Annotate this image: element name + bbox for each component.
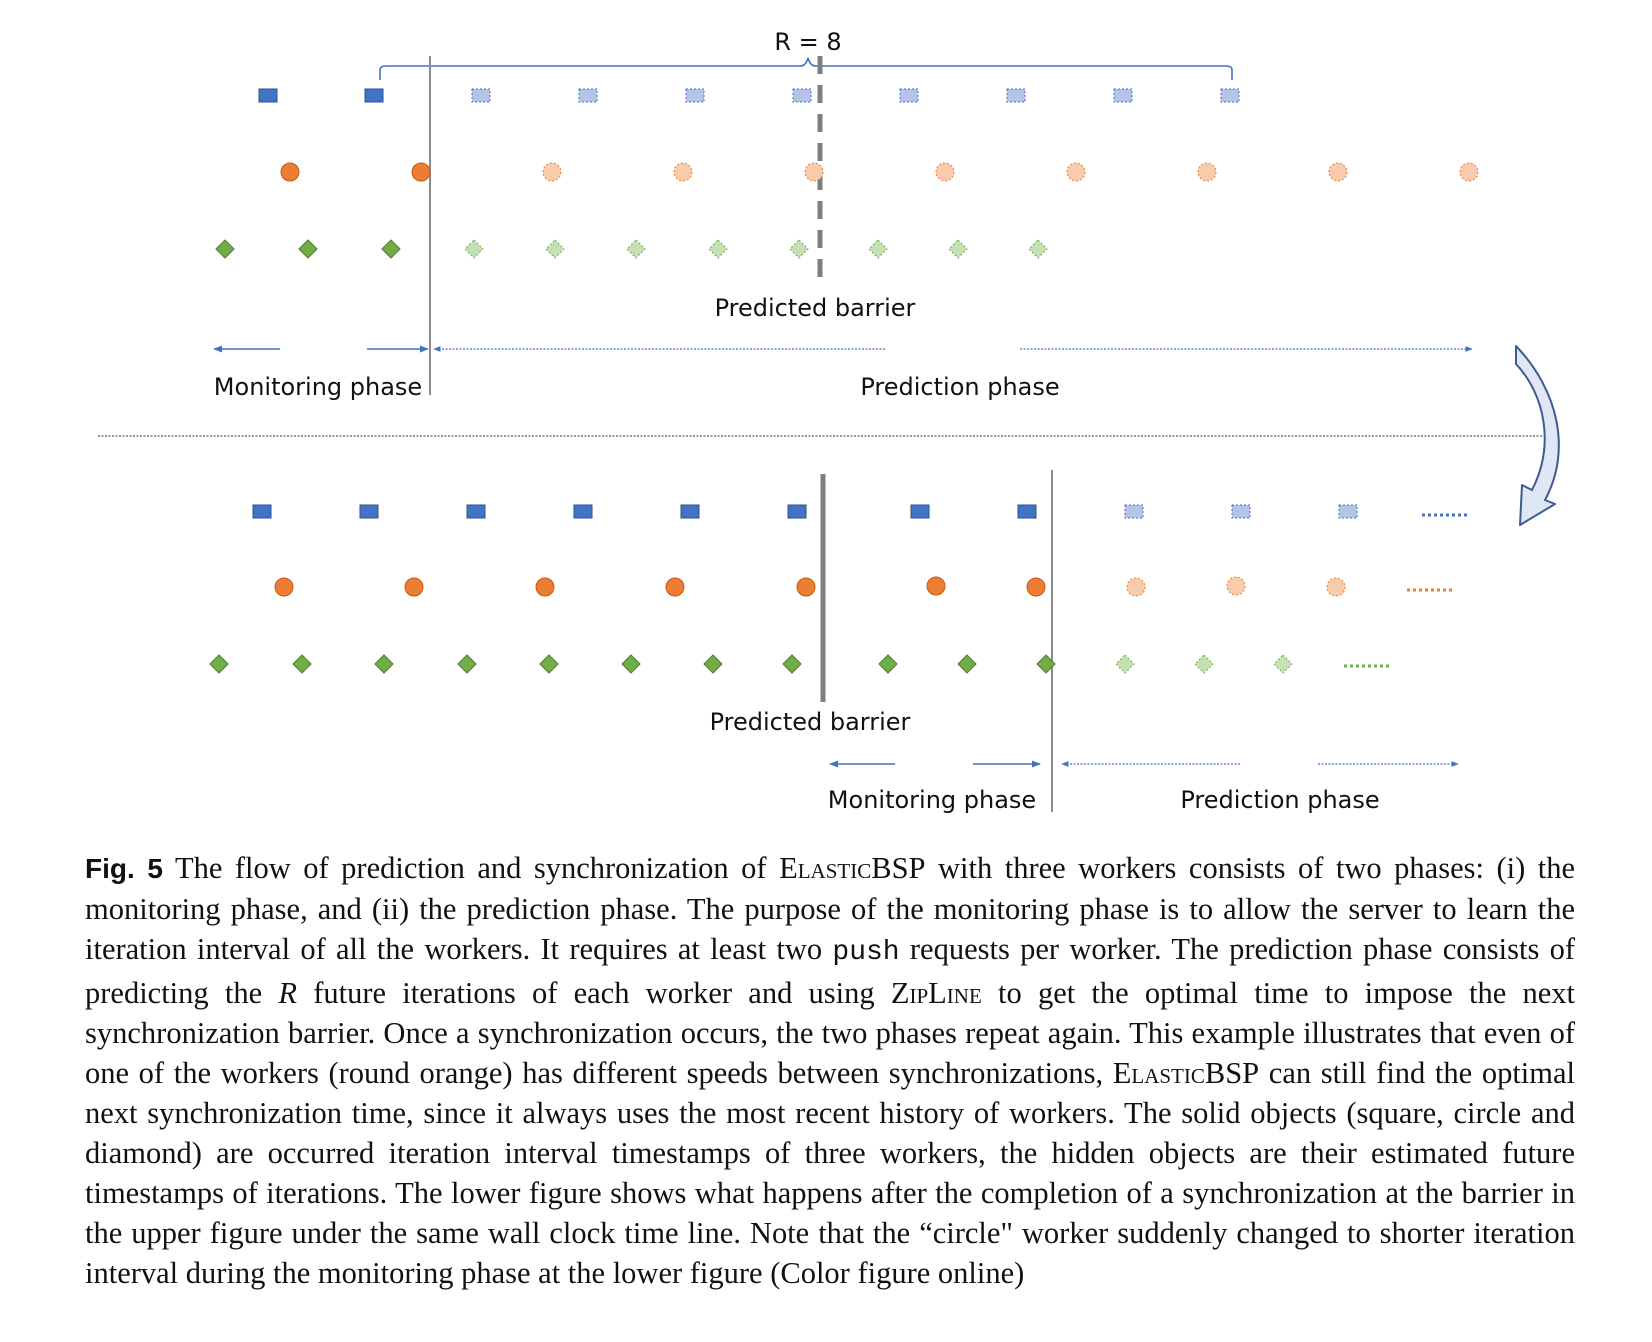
top-figure: R = 8 <box>213 28 1479 401</box>
diamond-marker <box>209 654 229 674</box>
diamond-predicted-marker <box>626 239 646 259</box>
diamond-marker <box>215 239 235 259</box>
diamond-predicted-marker <box>789 239 809 259</box>
predicted-barrier-label-bottom: Predicted barrier <box>710 708 911 736</box>
square-predicted-marker <box>1006 88 1026 103</box>
caption-text: The flow of prediction and synchronizati… <box>163 851 780 885</box>
circle-marker <box>1026 577 1046 597</box>
diamond-marker <box>878 654 898 674</box>
square-marker <box>680 504 700 519</box>
circle-predicted-marker <box>935 162 955 182</box>
zipline-name: ZipLine <box>890 976 982 1010</box>
diamond-predicted-marker <box>1028 239 1048 259</box>
diamond-marker <box>381 239 401 259</box>
circle-marker <box>665 577 685 597</box>
square-marker <box>359 504 379 519</box>
caption-text: to get the optimal time to impose the ne… <box>85 976 1575 1090</box>
circle-marker <box>404 577 424 597</box>
diamond-worker-row-top <box>215 239 1048 259</box>
diamond-predicted-marker <box>708 239 728 259</box>
diamond-predicted-marker <box>1115 654 1135 674</box>
diamond-predicted-marker <box>545 239 565 259</box>
circle-marker <box>274 577 294 597</box>
monitoring-phase-label-bottom: Monitoring phase <box>828 786 1036 814</box>
square-worker-row-top <box>258 88 1240 103</box>
square-predicted-marker <box>1124 504 1144 519</box>
circle-worker-row-top <box>280 162 1479 182</box>
square-marker <box>364 88 384 103</box>
square-marker <box>910 504 930 519</box>
prediction-phase-label-top: Prediction phase <box>860 373 1059 401</box>
circle-marker <box>796 577 816 597</box>
square-marker <box>573 504 593 519</box>
diamond-marker <box>782 654 802 674</box>
diamond-marker <box>1036 654 1056 674</box>
transition-curved-arrow <box>1515 345 1560 526</box>
diamond-predicted-marker <box>868 239 888 259</box>
square-predicted-marker <box>1113 88 1133 103</box>
square-marker <box>466 504 486 519</box>
square-predicted-marker <box>471 88 491 103</box>
r-variable: R <box>278 976 297 1010</box>
elasticbsp-name: ElasticBSP <box>1112 1056 1260 1090</box>
circle-marker <box>926 576 946 596</box>
diamond-marker <box>298 239 318 259</box>
diamond-marker <box>292 654 312 674</box>
diamond-marker <box>457 654 477 674</box>
diamond-marker <box>703 654 723 674</box>
circle-predicted-marker <box>673 162 693 182</box>
circle-predicted-marker <box>1226 576 1246 596</box>
square-predicted-marker <box>578 88 598 103</box>
circle-predicted-marker <box>1328 162 1348 182</box>
circle-marker <box>280 162 300 182</box>
elasticbsp-flow-diagram: R = 8 <box>98 28 1560 814</box>
r-bracket <box>379 57 1233 80</box>
circle-predicted-marker <box>1126 577 1146 597</box>
diamond-marker <box>539 654 559 674</box>
monitoring-phase-label-top: Monitoring phase <box>214 373 422 401</box>
circle-marker <box>535 577 555 597</box>
square-predicted-marker <box>685 88 705 103</box>
figure-caption: Fig. 5 The flow of prediction and synchr… <box>85 848 1575 1293</box>
diamond-marker <box>957 654 977 674</box>
bottom-figure: Predicted barrier Monitoring phase Predi… <box>209 470 1468 814</box>
square-marker <box>1017 504 1037 519</box>
predicted-barrier-label-top: Predicted barrier <box>715 294 916 322</box>
diamond-marker <box>374 654 394 674</box>
circle-predicted-marker <box>804 162 824 182</box>
square-predicted-marker <box>792 88 812 103</box>
diamond-predicted-marker <box>948 239 968 259</box>
circle-predicted-marker <box>542 162 562 182</box>
circle-predicted-marker <box>1459 162 1479 182</box>
circle-predicted-marker <box>1066 162 1086 182</box>
figure-number: Fig. 5 <box>85 853 163 884</box>
circle-worker-row-bottom <box>274 576 1453 597</box>
diamond-predicted-marker <box>1273 654 1293 674</box>
square-predicted-marker <box>1220 88 1240 103</box>
circle-predicted-marker <box>1326 577 1346 597</box>
elasticbsp-name: ElasticBSP <box>779 851 926 885</box>
circle-predicted-marker <box>1197 162 1217 182</box>
square-marker <box>252 504 272 519</box>
diamond-predicted-marker <box>464 239 484 259</box>
r-label: R = 8 <box>774 28 841 56</box>
square-marker <box>258 88 278 103</box>
caption-text: with three workers consists of two phase… <box>85 851 1576 966</box>
push-code: push <box>832 937 900 968</box>
square-predicted-marker <box>899 88 919 103</box>
diamond-predicted-marker <box>1194 654 1214 674</box>
square-predicted-marker <box>1338 504 1358 519</box>
diamond-marker <box>621 654 641 674</box>
prediction-phase-label-bottom: Prediction phase <box>1180 786 1379 814</box>
caption-text: can still find the optimal next synchron… <box>85 1056 1576 1290</box>
diamond-worker-row-bottom <box>209 654 1390 674</box>
caption-text: future iterations of each worker and usi… <box>297 976 891 1010</box>
square-predicted-marker <box>1231 504 1251 519</box>
square-worker-row-bottom <box>252 504 1468 519</box>
caption-text: requests per worker. The prediction phas… <box>85 932 1576 1010</box>
circle-marker <box>411 162 431 182</box>
square-marker <box>787 504 807 519</box>
